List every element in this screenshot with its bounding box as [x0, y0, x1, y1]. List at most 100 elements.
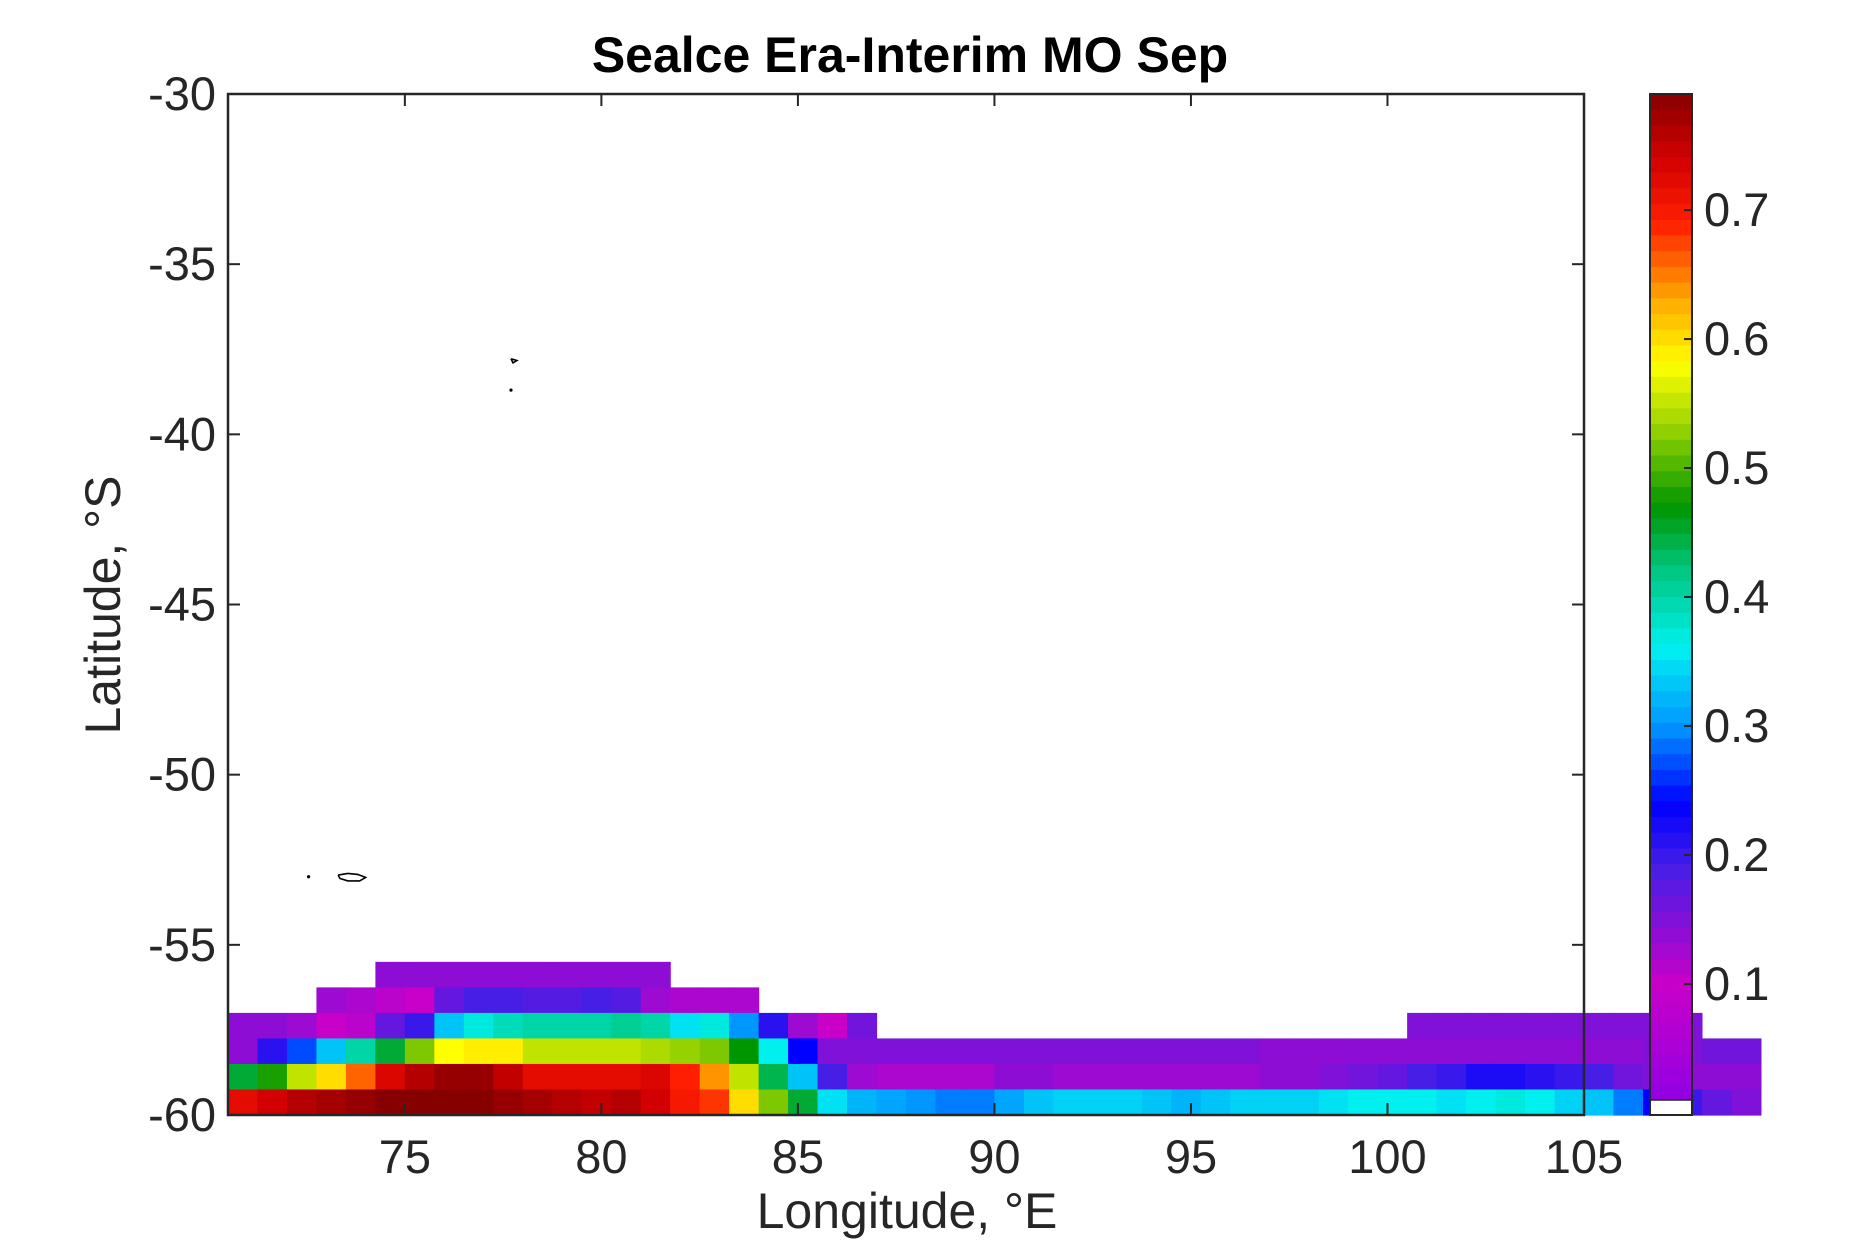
heatmap-cell	[788, 1038, 819, 1065]
heatmap-cell	[1554, 1012, 1585, 1040]
heatmap-cell	[493, 1038, 524, 1065]
x-tick-label: 95	[1165, 1130, 1217, 1183]
heatmap-cell	[1613, 1089, 1644, 1116]
heatmap-cell	[1525, 1089, 1556, 1116]
heatmap-cell	[611, 1038, 642, 1065]
heatmap-cell	[228, 1089, 259, 1116]
y-axis-label: Latitude, °S	[75, 475, 131, 734]
colorbar-segment	[1650, 298, 1692, 315]
heatmap-cell	[1023, 1089, 1054, 1116]
heatmap-cell	[316, 1063, 347, 1091]
x-tick-label: 105	[1545, 1130, 1623, 1183]
colorbar-segment	[1650, 1021, 1692, 1038]
heatmap-cell	[375, 1038, 406, 1065]
heatmap-cell	[345, 1089, 376, 1116]
heatmap-cell	[493, 1012, 524, 1040]
heatmap-cell	[1584, 1089, 1615, 1116]
heatmap-cell	[404, 961, 435, 988]
heatmap-cell	[1082, 1038, 1113, 1065]
island-outline	[337, 872, 368, 882]
colorbar-segment	[1650, 408, 1692, 425]
colorbar-ticks: 0.1 0.2 0.3 0.4 0.5 0.6 0.7	[1684, 183, 1769, 1010]
y-axis: -30 -35 -40 -45 -50 -55 -60	[148, 67, 1584, 1141]
heatmap-cell	[404, 987, 435, 1014]
colorbar-segment	[1650, 644, 1692, 661]
colorbar-segment	[1650, 251, 1692, 268]
heatmap-cell	[1230, 1038, 1261, 1065]
y-tick-label: -30	[148, 67, 216, 120]
heatmap-cell	[670, 1089, 701, 1116]
heatmap-cell	[1466, 1063, 1497, 1091]
heatmap-cell	[699, 1038, 730, 1065]
colorbar-tick-label: 0.1	[1704, 957, 1769, 1010]
colorbar-segment	[1650, 314, 1692, 331]
colorbar-nodata-swatch	[1649, 1099, 1693, 1116]
heatmap-cell	[876, 1089, 907, 1116]
heatmap-cell	[670, 1038, 701, 1065]
heatmap-cell	[729, 1038, 760, 1065]
heatmap-cell	[345, 1012, 376, 1040]
heatmap-cell	[1407, 1063, 1438, 1091]
heatmap-cell	[581, 1063, 612, 1091]
heatmap-cell	[1731, 1089, 1762, 1116]
heatmap-cell	[847, 1089, 878, 1116]
heatmap-cell	[1289, 1063, 1320, 1091]
heatmap-cell	[522, 1012, 553, 1040]
heatmap-cell	[1023, 1038, 1054, 1065]
heatmap-cell	[1230, 1089, 1261, 1116]
heatmap-cell	[434, 987, 465, 1014]
chart-title: Sealce Era-Interim MO Sep	[592, 27, 1228, 83]
heatmap-cell	[935, 1089, 966, 1116]
colorbar-segment	[1650, 282, 1692, 299]
heatmap-cell	[1141, 1089, 1172, 1116]
heatmap-cell	[1053, 1089, 1084, 1116]
heatmap-cell	[1348, 1089, 1379, 1116]
heatmap-cell	[463, 1063, 494, 1091]
colorbar-segment	[1650, 722, 1692, 740]
heatmap-cell	[670, 1063, 701, 1091]
heatmap-cell	[729, 987, 760, 1014]
colorbar-segment	[1650, 94, 1692, 111]
colorbar-tick-label: 0.4	[1704, 570, 1769, 623]
heatmap-cell	[788, 1063, 819, 1091]
heatmap-cell	[404, 1089, 435, 1116]
heatmap-cell	[1141, 1038, 1172, 1065]
heatmap-cell	[1171, 1063, 1202, 1091]
heatmap-cell	[847, 1063, 878, 1091]
y-tick-label: -50	[148, 748, 216, 801]
heatmap-cell	[463, 961, 494, 988]
colorbar-segment	[1650, 455, 1692, 472]
heatmap-cell	[522, 987, 553, 1014]
heatmap-cell	[257, 1063, 288, 1091]
x-axis: 75 80 85 90 95 100 105	[379, 94, 1623, 1183]
colorbar-segment	[1650, 801, 1692, 818]
y-tick-label: -35	[148, 237, 216, 290]
heatmap-cell	[522, 1089, 553, 1116]
colorbar-segment	[1650, 911, 1692, 928]
colorbar-segment	[1650, 109, 1692, 127]
heatmap-cell	[493, 1063, 524, 1091]
colorbar-segment	[1650, 754, 1692, 771]
heatmap-cell	[316, 987, 347, 1014]
heatmap-cell	[788, 1012, 819, 1040]
heatmap-cell	[286, 1038, 318, 1065]
heatmap-cell	[1318, 1089, 1349, 1116]
colorbar-segment	[1650, 1084, 1692, 1101]
heatmap-cell	[228, 1063, 259, 1091]
heatmap-cell	[345, 987, 376, 1014]
heatmap-cell	[1584, 1038, 1615, 1065]
colorbar-segment	[1650, 927, 1692, 944]
heatmap-cell	[493, 987, 524, 1014]
colorbar-segment	[1650, 628, 1692, 645]
heatmap-cell	[434, 1063, 465, 1091]
heatmap-cell	[876, 1063, 907, 1091]
colorbar-segment	[1650, 219, 1692, 237]
heatmap-cell	[1613, 1038, 1644, 1065]
island-dot	[509, 388, 513, 392]
heatmap-cell	[1053, 1038, 1084, 1065]
heatmap-cell	[1407, 1089, 1438, 1116]
heatmap-cell	[1525, 1063, 1556, 1091]
heatmap-cell	[729, 1012, 760, 1040]
y-tick-label: -40	[148, 407, 216, 460]
colorbar-segment	[1650, 974, 1692, 991]
